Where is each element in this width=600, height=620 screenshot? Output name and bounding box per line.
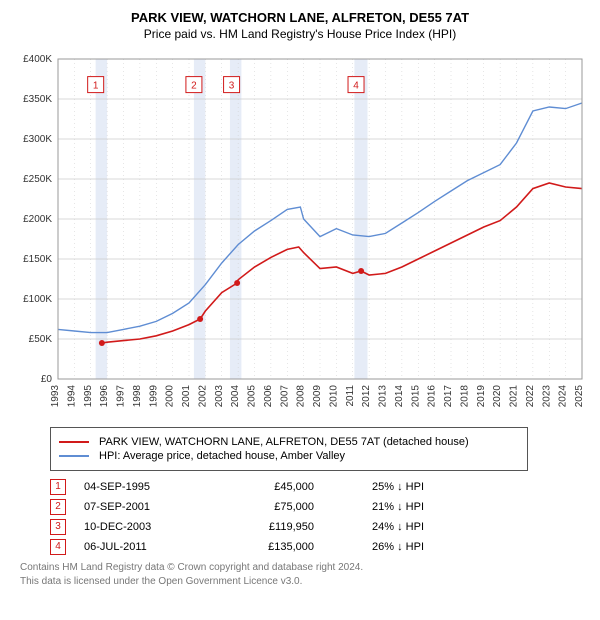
svg-text:2011: 2011 [345,385,356,407]
legend-swatch [59,441,89,443]
svg-text:2009: 2009 [312,385,323,408]
marker-pct: 26% ↓ HPI [314,541,424,553]
svg-text:£400K: £400K [23,54,52,65]
svg-text:1997: 1997 [116,385,127,408]
legend-row: HPI: Average price, detached house, Ambe… [59,450,519,462]
svg-text:2010: 2010 [328,385,339,408]
svg-text:2016: 2016 [427,385,438,408]
svg-text:2013: 2013 [378,385,389,408]
svg-text:£150K: £150K [23,254,52,265]
marker-number: 3 [50,519,66,535]
marker-date: 04-SEP-1995 [84,481,224,493]
svg-text:£50K: £50K [29,334,53,345]
svg-text:1995: 1995 [83,385,94,408]
legend-row: PARK VIEW, WATCHORN LANE, ALFRETON, DE55… [59,436,519,448]
marker-row: 1 04-SEP-1995£45,00025% ↓ HPI [50,479,590,495]
svg-text:2015: 2015 [410,385,421,408]
svg-text:£250K: £250K [23,174,52,185]
marker-date: 06-JUL-2011 [84,541,224,553]
svg-text:1999: 1999 [148,385,159,408]
svg-text:2023: 2023 [541,385,552,408]
marker-pct: 21% ↓ HPI [314,501,424,513]
marker-price: £119,950 [224,521,314,533]
svg-text:1994: 1994 [66,385,77,408]
svg-text:2024: 2024 [558,385,569,408]
svg-text:£0: £0 [41,374,53,385]
svg-text:2: 2 [191,81,197,92]
svg-text:2003: 2003 [214,385,225,408]
footer-line2: This data is licensed under the Open Gov… [20,575,590,589]
svg-text:£300K: £300K [23,134,52,145]
marker-number: 4 [50,539,66,555]
svg-text:2007: 2007 [279,385,290,408]
svg-text:2004: 2004 [230,385,241,408]
svg-text:2021: 2021 [509,385,520,408]
marker-date: 07-SEP-2001 [84,501,224,513]
marker-number: 2 [50,499,66,515]
legend-label: HPI: Average price, detached house, Ambe… [99,450,345,462]
legend-label: PARK VIEW, WATCHORN LANE, ALFRETON, DE55… [99,436,469,448]
chart-title: PARK VIEW, WATCHORN LANE, ALFRETON, DE55… [10,10,590,25]
marker-pct: 24% ↓ HPI [314,521,424,533]
marker-price: £75,000 [224,501,314,513]
svg-text:2014: 2014 [394,385,405,408]
svg-text:2020: 2020 [492,385,503,408]
chart-svg: £0 £50K £100K £150K £200K £250K £300K £350K £400… [10,49,590,419]
footer-line1: Contains HM Land Registry data © Crown c… [20,561,590,575]
svg-text:£200K: £200K [23,214,52,225]
svg-text:1998: 1998 [132,385,143,408]
svg-text:1996: 1996 [99,385,110,408]
svg-text:2019: 2019 [476,385,487,408]
svg-text:£350K: £350K [23,94,52,105]
marker-date: 10-DEC-2003 [84,521,224,533]
svg-text:£100K: £100K [23,294,52,305]
svg-text:4: 4 [353,81,359,92]
marker-price: £45,000 [224,481,314,493]
svg-text:2025: 2025 [574,385,585,408]
marker-pct: 25% ↓ HPI [314,481,424,493]
svg-text:2005: 2005 [247,385,258,408]
marker-row: 3 10-DEC-2003£119,95024% ↓ HPI [50,519,590,535]
svg-text:2017: 2017 [443,385,454,408]
svg-text:3: 3 [229,81,235,92]
chart-area: £0 £50K £100K £150K £200K £250K £300K £350K £400… [10,49,590,419]
chart-subtitle: Price paid vs. HM Land Registry's House … [10,27,590,41]
svg-text:2012: 2012 [361,385,372,408]
svg-text:2018: 2018 [459,385,470,408]
marker-table: 1 04-SEP-1995£45,00025% ↓ HPI 2 07-SEP-2001… [50,479,590,555]
svg-text:2000: 2000 [165,385,176,408]
marker-price: £135,000 [224,541,314,553]
svg-text:1993: 1993 [50,385,61,408]
svg-text:2002: 2002 [197,385,208,408]
svg-text:1: 1 [93,81,99,92]
legend: PARK VIEW, WATCHORN LANE, ALFRETON, DE55… [50,427,528,471]
footer: Contains HM Land Registry data © Crown c… [20,561,590,589]
legend-swatch [59,455,89,457]
svg-text:2001: 2001 [181,385,192,408]
svg-text:2022: 2022 [525,385,536,408]
marker-row: 4 06-JUL-2011£135,00026% ↓ HPI [50,539,590,555]
svg-text:2006: 2006 [263,385,274,408]
marker-number: 1 [50,479,66,495]
svg-text:2008: 2008 [296,385,307,408]
marker-row: 2 07-SEP-2001£75,00021% ↓ HPI [50,499,590,515]
